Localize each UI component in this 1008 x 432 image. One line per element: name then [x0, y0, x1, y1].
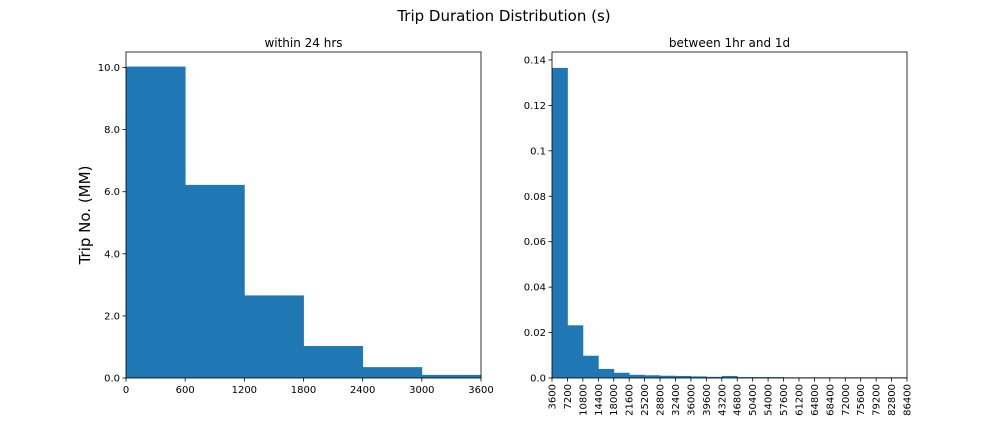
y-tick-label: 6.0	[104, 187, 120, 198]
x-tick-label: 46800	[733, 384, 744, 416]
y-tick-label: 10.0	[98, 63, 120, 74]
x-tick-label: 1800	[291, 385, 316, 396]
x-tick-label: 3000	[409, 385, 434, 396]
y-axis-label: Trip No. (MM)	[76, 166, 94, 266]
x-tick-label: 36000	[686, 384, 697, 416]
y-tick-label: 0.1	[530, 146, 546, 157]
chart-title: within 24 hrs	[264, 36, 342, 50]
x-tick-label: 43200	[717, 384, 728, 416]
x-tick-label: 82800	[887, 384, 898, 416]
y-tick-label: 0.12	[524, 101, 546, 112]
y-tick-label: 4.0	[104, 249, 120, 260]
figure-title: Trip Duration Distribution (s)	[396, 7, 610, 25]
bar	[126, 66, 186, 379]
y-tick-label: 0.0	[104, 374, 120, 385]
x-tick-label: 28800	[656, 384, 667, 416]
bar	[185, 184, 245, 378]
bar	[644, 375, 661, 378]
bar	[752, 377, 769, 378]
x-tick-label: 39600	[702, 384, 713, 416]
x-tick-label: 79200	[872, 384, 883, 416]
y-tick-label: 0.08	[524, 192, 546, 203]
x-tick-label: 54000	[764, 384, 775, 416]
x-tick-label: 600	[176, 385, 195, 396]
bar	[362, 367, 423, 378]
y-tick-label: 0.0	[530, 374, 546, 385]
bars	[126, 66, 482, 379]
bar	[421, 374, 482, 378]
axes: 0 600 1200 1800 2400 3000 3600 0.0 2.0 4.0 6.0 8.0 1…	[98, 51, 494, 396]
chart-between-1hr-and-1d: between 1hr and 1d 3600 7200 10800 14400 180…	[524, 36, 914, 416]
x-tick-label: 57600	[779, 384, 790, 416]
y-tick-label: 0.06	[524, 237, 546, 248]
x-tick-label: 61200	[794, 384, 805, 416]
x-tick-label: 2400	[350, 385, 375, 396]
bar	[675, 375, 692, 378]
bar	[552, 67, 568, 378]
x-tick-label: 10800	[578, 384, 589, 416]
bar	[613, 372, 630, 378]
x-tick-label: 21600	[625, 384, 636, 416]
x-tick-label: 25200	[640, 384, 651, 416]
x-tick-label: 7200	[563, 384, 574, 409]
axes: 3600 7200 10800 14400 18000 21600 25200 28800 32…	[524, 51, 914, 416]
bar	[303, 346, 364, 378]
bar	[629, 374, 646, 378]
x-tick-label: 75600	[856, 384, 867, 416]
bar	[582, 355, 599, 378]
y-tick-label: 0.02	[524, 328, 546, 339]
bar	[244, 295, 304, 378]
x-tick-label: 3600	[468, 385, 493, 396]
chart-title: between 1hr and 1d	[669, 36, 790, 50]
x-tick-label: 18000	[609, 384, 620, 416]
y-tick-label: 0.14	[524, 55, 546, 66]
y-tick-label: 2.0	[104, 311, 120, 322]
bar	[706, 376, 723, 378]
x-tick-label: 50400	[748, 384, 759, 416]
x-tick-label: 1200	[232, 385, 257, 396]
x-tick-label: 14400	[594, 384, 605, 416]
bar	[567, 325, 584, 378]
bar	[690, 376, 707, 378]
bar	[721, 375, 738, 378]
chart-within-24-hrs: Trip No. (MM) within 24 hrs 0 600 1200 1800…	[76, 36, 494, 396]
x-tick-label: 64800	[810, 384, 821, 416]
y-tick-label: 8.0	[104, 125, 120, 136]
bar	[660, 375, 676, 378]
x-tick-label: 68400	[825, 384, 836, 416]
x-tick-label: 32400	[671, 384, 682, 416]
y-tick-label: 0.04	[524, 283, 546, 294]
x-tick-label: 72000	[841, 384, 852, 416]
x-tick-label: 86400	[903, 384, 914, 416]
bar	[768, 377, 784, 378]
axes-frame	[551, 51, 908, 379]
bar	[737, 377, 754, 378]
x-tick-label: 3600	[548, 384, 559, 409]
bar	[598, 368, 615, 378]
x-tick-label: 0	[123, 385, 129, 396]
bars	[552, 67, 908, 378]
